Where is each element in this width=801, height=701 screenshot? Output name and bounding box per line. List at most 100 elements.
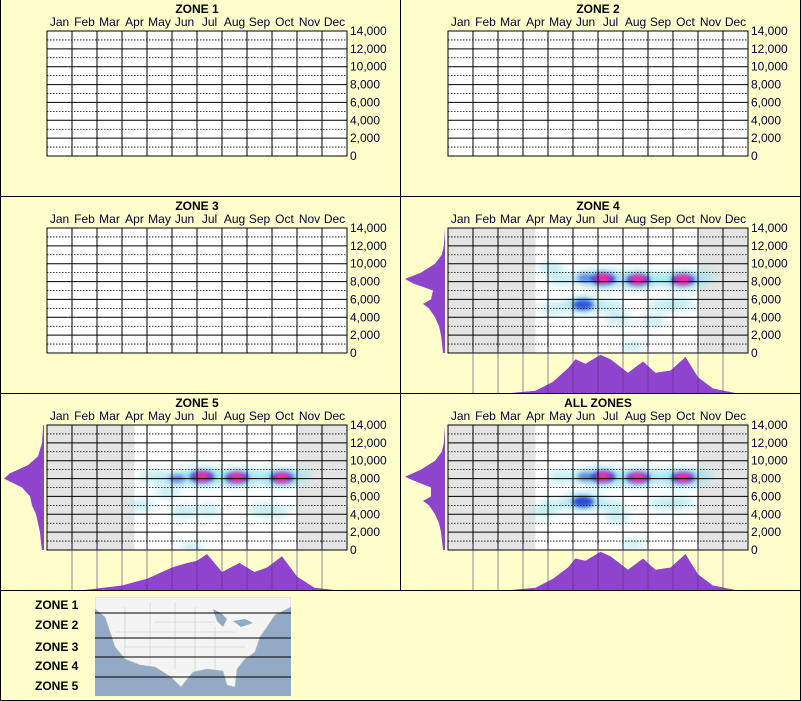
y-tick-label: 6,000 bbox=[350, 292, 380, 306]
month-tick-label: May bbox=[549, 212, 572, 226]
heat-spot-core bbox=[572, 299, 594, 311]
y-tick-label: 0 bbox=[751, 346, 758, 360]
heatmap-chart: ZONE 4 Jan Feb Mar Apr May Jun Jul Aug Sep Oct Nov D… bbox=[405, 199, 788, 393]
heat-spot bbox=[689, 270, 717, 284]
panel-title: ZONE 3 bbox=[175, 199, 219, 213]
month-tick-label: May bbox=[549, 15, 572, 29]
y-tick-label: 4,000 bbox=[350, 310, 380, 324]
y-tick-label: 10,000 bbox=[751, 257, 788, 271]
month-tick-label: Feb bbox=[74, 409, 95, 423]
month-tick-label: Oct bbox=[676, 409, 695, 423]
y-tick-label: 0 bbox=[350, 543, 357, 557]
month-tick-label: Sep bbox=[650, 212, 672, 226]
legend-zone-1: ZONE 1 bbox=[35, 598, 79, 612]
heat-spot bbox=[605, 313, 631, 326]
y-tick-label: 14,000 bbox=[350, 418, 387, 432]
month-tick-label: Nov bbox=[299, 15, 320, 29]
heat-spot-peak bbox=[275, 473, 289, 482]
y-tick-label: 14,000 bbox=[751, 418, 788, 432]
y-tick-label: 12,000 bbox=[350, 436, 387, 450]
month-tick-label: Jan bbox=[50, 212, 69, 226]
y-tick-label: 14,000 bbox=[751, 221, 788, 235]
month-tick-label: Dec bbox=[725, 15, 746, 29]
month-tick-label: Aug bbox=[224, 212, 245, 226]
panel-title: ZONE 5 bbox=[175, 396, 219, 410]
month-tick-label: Mar bbox=[500, 212, 521, 226]
panel-divider bbox=[0, 393, 801, 394]
y-tick-label: 6,000 bbox=[350, 95, 380, 109]
heat-spot-peak bbox=[676, 275, 690, 284]
heat-spot-core bbox=[572, 496, 594, 508]
month-tick-label: Jul bbox=[202, 212, 217, 226]
month-tick-label: Nov bbox=[700, 15, 721, 29]
heat-spot bbox=[154, 485, 180, 498]
month-tick-label: Apr bbox=[125, 15, 144, 29]
heat-spot bbox=[640, 315, 666, 327]
heat-spot bbox=[179, 541, 205, 550]
month-tick-label: May bbox=[148, 409, 171, 423]
month-tick-label: Sep bbox=[650, 409, 672, 423]
elevation-distribution bbox=[4, 425, 47, 550]
month-tick-label: Jul bbox=[202, 15, 217, 29]
elevation-distribution bbox=[405, 425, 448, 550]
heat-spot-peak bbox=[631, 473, 645, 482]
heat-spot-peak bbox=[676, 473, 690, 482]
month-tick-label: Sep bbox=[249, 212, 271, 226]
month-tick-label: Jun bbox=[576, 15, 595, 29]
heat-spot-core bbox=[577, 273, 594, 283]
y-tick-label: 4,000 bbox=[751, 310, 781, 324]
month-tick-label: Sep bbox=[249, 409, 271, 423]
panel-zone-3: ZONE 3 Jan Feb Mar Apr May Jun Jul Aug Sep Oct Nov D… bbox=[0, 197, 400, 393]
heat-spot bbox=[129, 499, 155, 512]
month-tick-label: Jul bbox=[603, 212, 618, 226]
month-tick-label: Jul bbox=[603, 15, 618, 29]
y-tick-label: 8,000 bbox=[751, 472, 781, 486]
y-tick-label: 2,000 bbox=[751, 525, 781, 539]
panel-zone-4: ZONE 4 Jan Feb Mar Apr May Jun Jul Aug Sep Oct Nov D… bbox=[401, 197, 801, 393]
month-tick-label: Aug bbox=[224, 409, 245, 423]
month-tick-label: Aug bbox=[625, 15, 646, 29]
y-tick-label: 12,000 bbox=[350, 239, 387, 253]
month-tick-label: Aug bbox=[625, 212, 646, 226]
month-tick-label: Nov bbox=[700, 409, 721, 423]
zone-map bbox=[95, 597, 291, 696]
heat-spot bbox=[666, 496, 695, 510]
month-tick-label: Mar bbox=[500, 409, 521, 423]
panel-zone-1: ZONE 1 Jan Feb Mar Apr May Jun Jul Aug Sep Oct Nov D… bbox=[0, 0, 400, 196]
heat-spot bbox=[596, 300, 625, 314]
panel-zone-5: ZONE 5 Jan Feb Mar Apr May Jun Jul Aug Sep Oct Nov D… bbox=[0, 394, 400, 590]
month-tick-label: Feb bbox=[475, 15, 496, 29]
month-tick-label: May bbox=[148, 212, 171, 226]
y-tick-label: 12,000 bbox=[751, 436, 788, 450]
y-tick-label: 2,000 bbox=[350, 525, 380, 539]
y-tick-label: 0 bbox=[350, 346, 357, 360]
y-tick-label: 14,000 bbox=[751, 24, 788, 38]
heat-spot bbox=[170, 505, 199, 519]
month-tick-label: Apr bbox=[526, 15, 545, 29]
heat-spot bbox=[546, 470, 575, 484]
y-tick-label: 8,000 bbox=[350, 275, 380, 289]
month-tick-label: Jun bbox=[175, 212, 194, 226]
month-tick-label: Apr bbox=[125, 409, 144, 423]
y-tick-label: 2,000 bbox=[751, 328, 781, 342]
panel-title: ZONE 4 bbox=[576, 199, 620, 213]
y-tick-label: 10,000 bbox=[350, 257, 387, 271]
y-tick-label: 12,000 bbox=[751, 239, 788, 253]
panel-divider bbox=[0, 196, 801, 197]
heat-spot bbox=[605, 510, 631, 523]
y-tick-label: 12,000 bbox=[350, 42, 387, 56]
y-tick-label: 6,000 bbox=[751, 489, 781, 503]
panel-zone-2: ZONE 2 Jan Feb Mar Apr May Jun Jul Aug Sep Oct Nov D… bbox=[401, 0, 801, 196]
y-tick-label: 4,000 bbox=[350, 507, 380, 521]
y-tick-label: 2,000 bbox=[751, 131, 781, 145]
month-tick-label: Mar bbox=[99, 212, 120, 226]
month-tick-label: Jul bbox=[202, 409, 217, 423]
border bbox=[0, 0, 1, 701]
y-tick-label: 6,000 bbox=[751, 95, 781, 109]
heat-spot-peak bbox=[230, 473, 244, 482]
y-tick-label: 2,000 bbox=[350, 131, 380, 145]
heatmap-chart: ZONE 5 Jan Feb Mar Apr May Jun Jul Aug Sep Oct Nov D… bbox=[4, 396, 387, 590]
y-tick-label: 10,000 bbox=[751, 454, 788, 468]
heat-spot bbox=[644, 271, 677, 286]
